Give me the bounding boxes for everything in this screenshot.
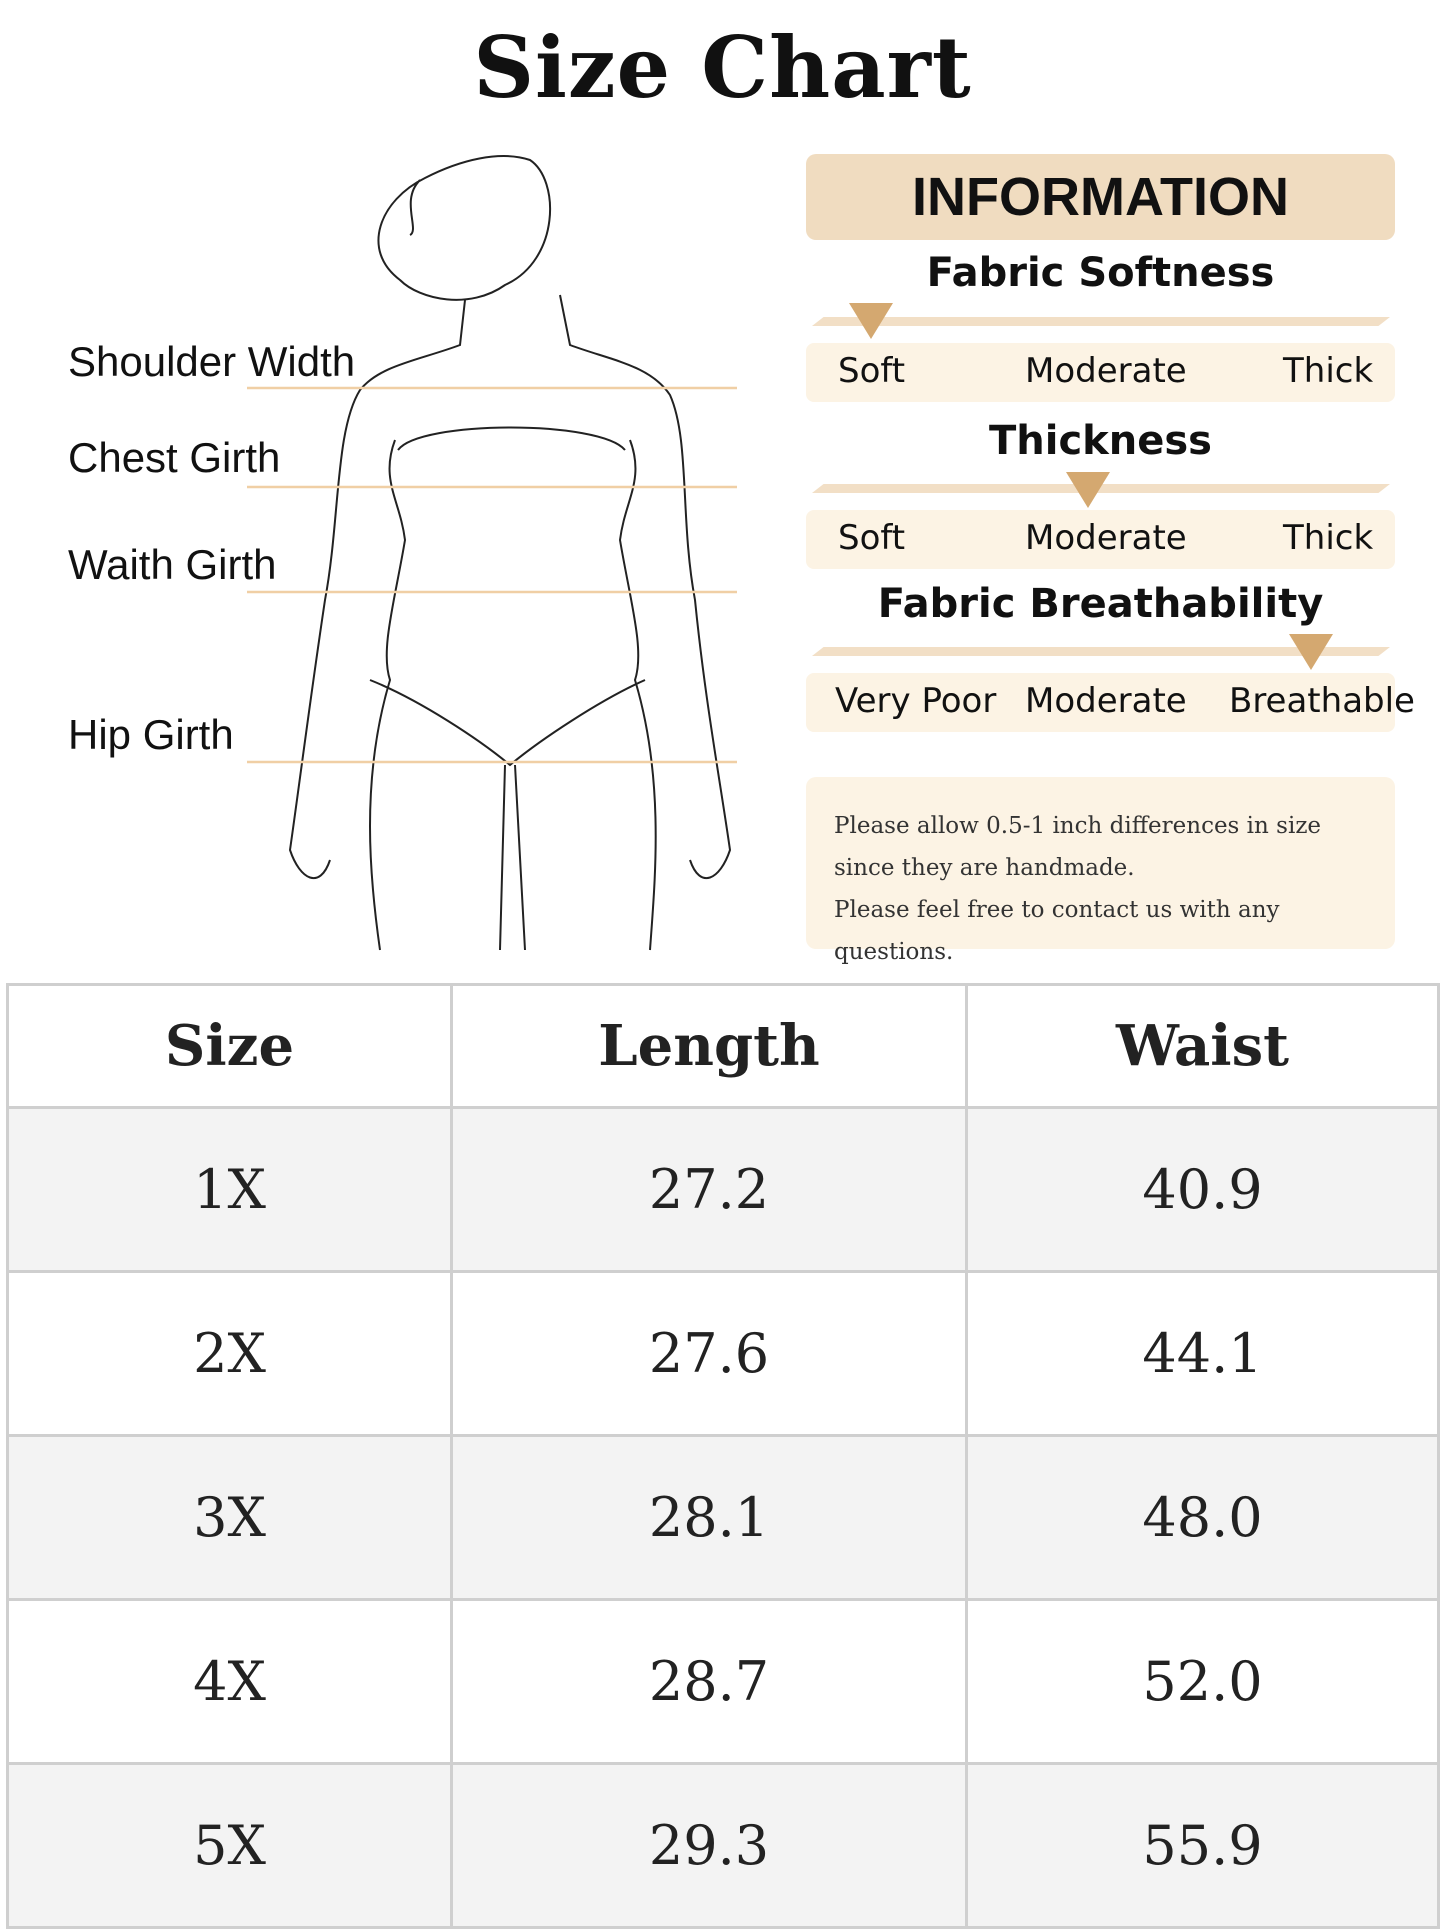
cell-size: 4X xyxy=(6,1598,453,1765)
cell-length: 27.2 xyxy=(450,1106,968,1273)
note-line: Please feel free to contact us with any … xyxy=(834,897,1280,965)
label-waist-girth: Waith Girth xyxy=(68,541,277,588)
cell-waist: 44.1 xyxy=(965,1270,1440,1437)
breathability-indicator-icon xyxy=(1289,634,1333,670)
note-box: Please allow 0.5-1 inch differences in s… xyxy=(806,777,1395,965)
cell-length: 27.6 xyxy=(450,1270,968,1437)
cell-length: 28.1 xyxy=(450,1434,968,1601)
body-figure-illustration xyxy=(247,155,737,951)
thickness-title: Thickness xyxy=(988,418,1212,464)
size-table: Size Length Waist 1X 27.2 40.9 2X 27.6 4… xyxy=(6,983,1440,1929)
note-line: Please allow 0.5-1 inch differences in s… xyxy=(834,813,1322,839)
scale-label: Soft xyxy=(838,518,906,558)
header-waist: Waist xyxy=(965,983,1440,1109)
breathability-scale: Very Poor Moderate Breathable xyxy=(806,673,1415,732)
label-shoulder-width: Shoulder Width xyxy=(68,338,356,385)
label-chest-girth: Chest Girth xyxy=(68,434,281,481)
cell-size: 5X xyxy=(6,1762,453,1929)
label-hip-girth: Hip Girth xyxy=(68,711,234,758)
header-length: Length xyxy=(450,983,968,1109)
breathability-title: Fabric Breathability xyxy=(877,581,1324,627)
table-row: 4X 28.7 52.0 xyxy=(6,1598,1440,1765)
scale-label: Moderate xyxy=(1025,681,1187,721)
cell-waist: 40.9 xyxy=(965,1106,1440,1273)
cell-length: 28.7 xyxy=(450,1598,968,1765)
cell-length: 29.3 xyxy=(450,1762,968,1929)
scale-label: Very Poor xyxy=(835,681,997,721)
header-size: Size xyxy=(6,983,453,1109)
information-header: INFORMATION xyxy=(806,154,1395,240)
cell-size: 3X xyxy=(6,1434,453,1601)
scale-label: Soft xyxy=(838,351,906,391)
scale-label: Moderate xyxy=(1025,351,1187,391)
table-row: 2X 27.6 44.1 xyxy=(6,1270,1440,1437)
cell-waist: 52.0 xyxy=(965,1598,1440,1765)
cell-size: 1X xyxy=(6,1106,453,1273)
note-line: since they are handmade. xyxy=(834,855,1135,881)
table-row: 3X 28.1 48.0 xyxy=(6,1434,1440,1601)
fabric-softness-title: Fabric Softness xyxy=(926,250,1275,296)
thickness-indicator-icon xyxy=(1066,472,1110,508)
scale-label: Breathable xyxy=(1229,681,1415,721)
thickness-scale: Soft Moderate Thick xyxy=(806,510,1395,569)
fabric-softness-bar xyxy=(812,317,1390,326)
table-row: 1X 27.2 40.9 xyxy=(6,1106,1440,1273)
scale-label: Moderate xyxy=(1025,518,1187,558)
scale-label: Thick xyxy=(1283,518,1374,558)
scale-label: Thick xyxy=(1283,351,1374,391)
page-title: Size Chart xyxy=(473,18,972,117)
cell-waist: 55.9 xyxy=(965,1762,1440,1929)
fabric-softness-scale: Soft Moderate Thick xyxy=(806,343,1395,402)
cell-size: 2X xyxy=(6,1270,453,1437)
breathability-bar xyxy=(812,647,1390,656)
table-header-row: Size Length Waist xyxy=(6,983,1440,1109)
cell-waist: 48.0 xyxy=(965,1434,1440,1601)
table-row: 5X 29.3 55.9 xyxy=(6,1762,1440,1929)
fabric-softness-indicator-icon xyxy=(849,303,893,339)
